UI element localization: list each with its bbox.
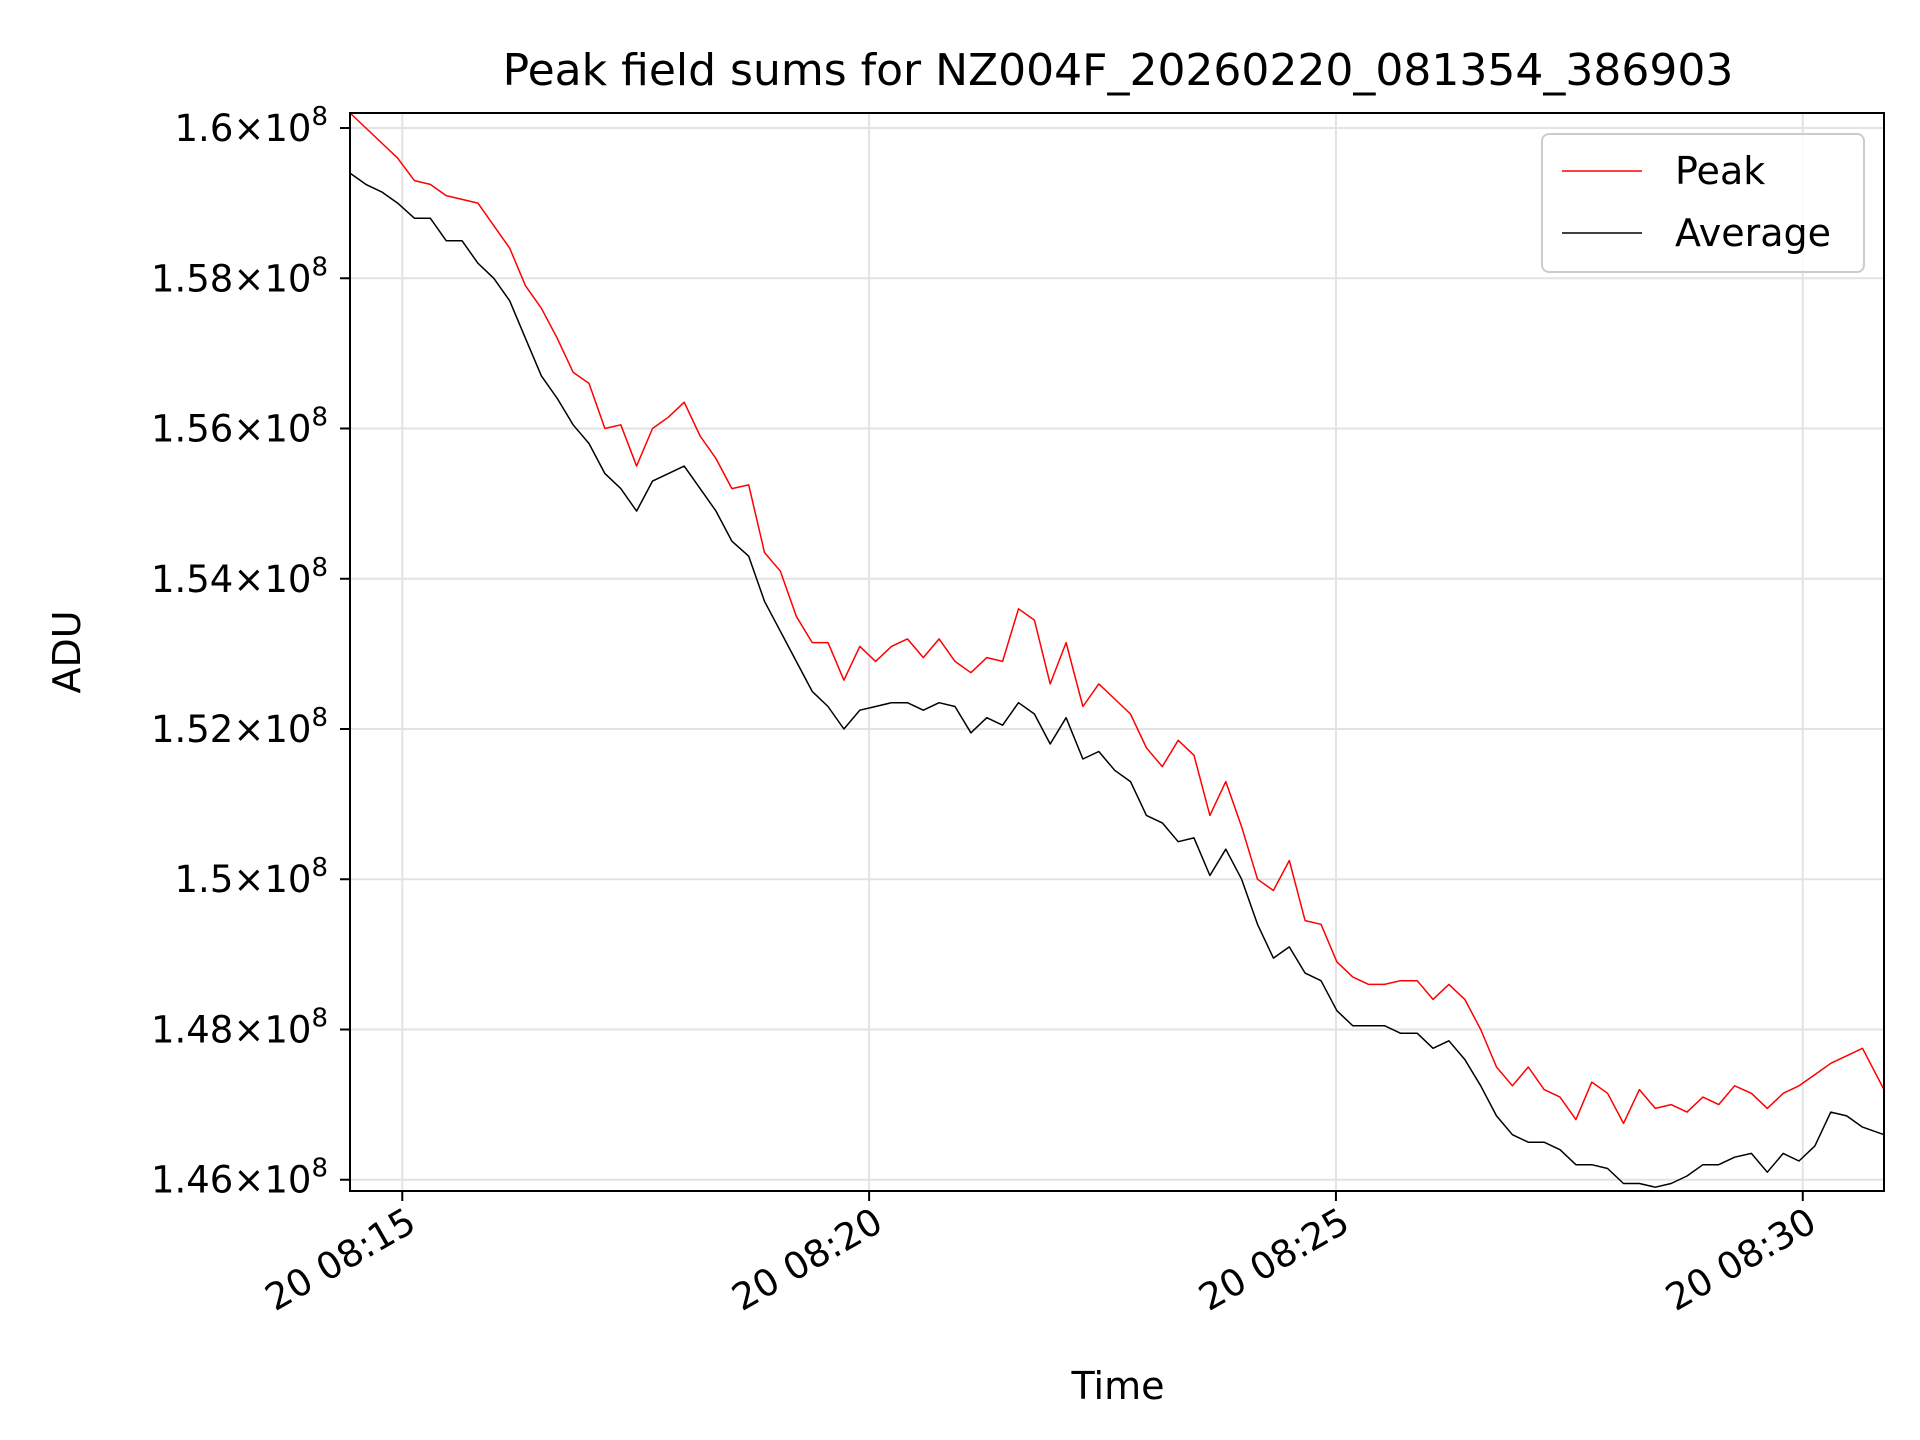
x-axis-label: Time bbox=[1071, 1364, 1165, 1408]
series-line-peak bbox=[349, 112, 1885, 1125]
legend-box bbox=[1541, 133, 1865, 273]
y-tick-label: 1.5×108 bbox=[175, 853, 328, 901]
grid bbox=[350, 113, 1884, 1191]
y-tick-label: 1.54×108 bbox=[151, 553, 328, 601]
legend-label-average: Average bbox=[1675, 211, 1831, 255]
chart-title: Peak field sums for NZ004F_20260220_0813… bbox=[503, 45, 1734, 96]
legend-label-peak: Peak bbox=[1675, 149, 1765, 193]
series-lines bbox=[349, 112, 1885, 1188]
y-tick-label: 1.56×108 bbox=[151, 403, 328, 451]
y-axis-label: ADU bbox=[45, 610, 89, 693]
y-tick-label: 1.46×108 bbox=[151, 1154, 328, 1202]
plot-frame bbox=[349, 112, 1885, 1192]
y-tick-label: 1.6×108 bbox=[175, 102, 328, 150]
legend: Peak Average bbox=[1541, 133, 1865, 273]
y-tick-label: 1.48×108 bbox=[151, 1003, 328, 1051]
series-line-average bbox=[349, 172, 1885, 1188]
y-tick-label: 1.58×108 bbox=[151, 252, 328, 300]
y-tick-label: 1.52×108 bbox=[151, 703, 328, 751]
